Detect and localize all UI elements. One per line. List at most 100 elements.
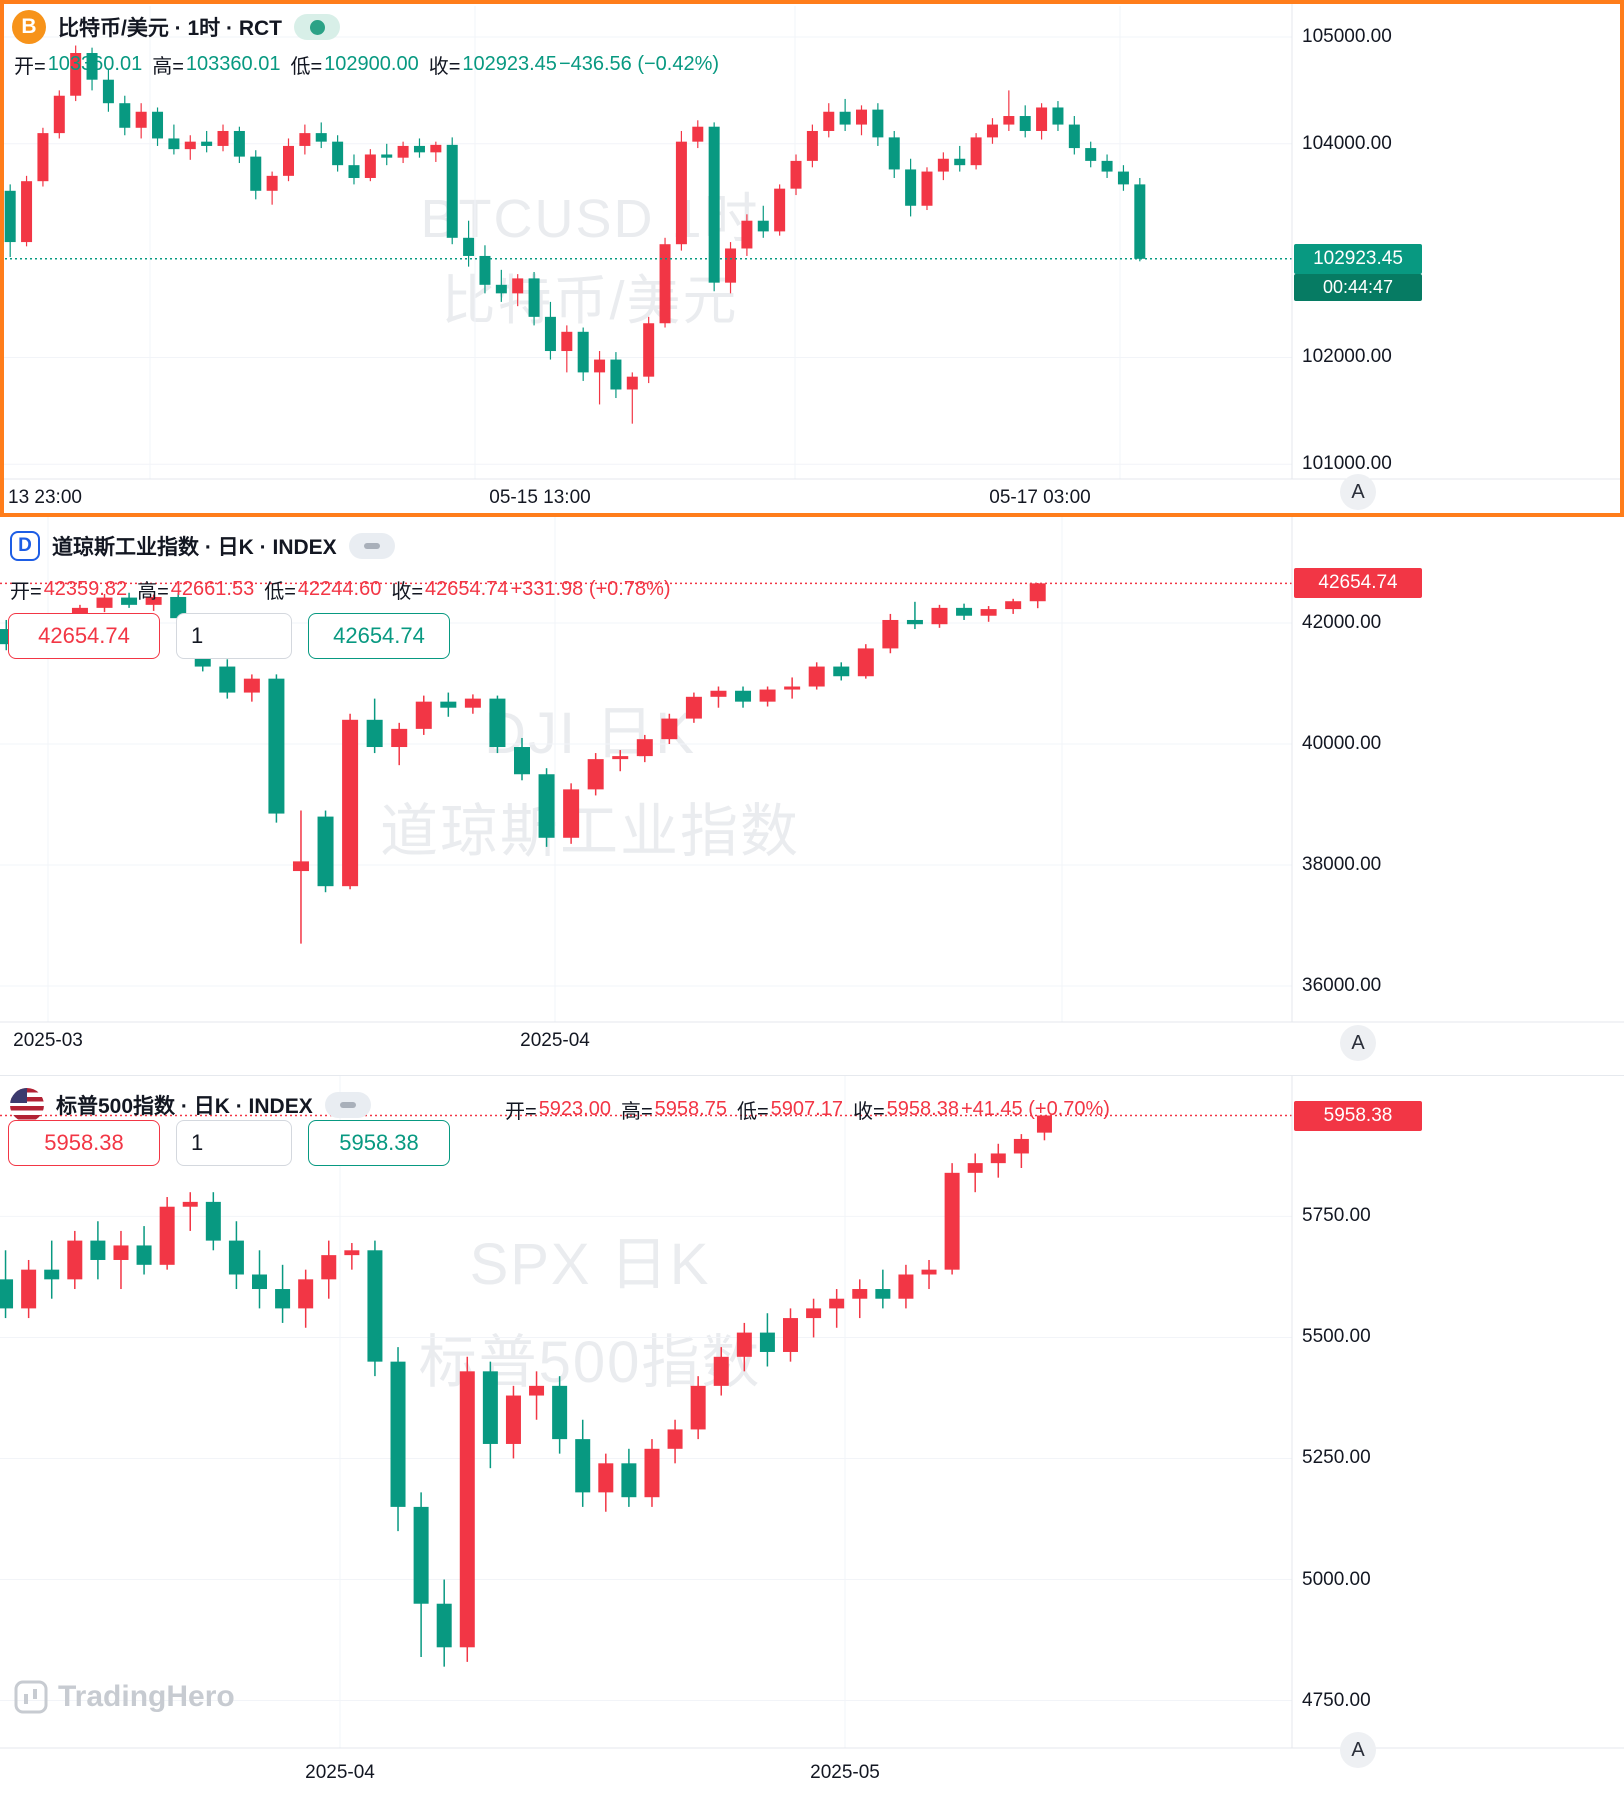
visibility-toggle[interactable] [348, 533, 395, 559]
watermark-symbol: BTCUSD 1时 [420, 189, 760, 249]
ohlc-label: 高= [137, 581, 169, 603]
price-axis-label: 104000.00 [1302, 132, 1392, 154]
ohlc-label: 低= [290, 56, 323, 78]
price-axis-label: 40000.00 [1302, 732, 1382, 754]
chart-title: 道琼斯工业指数 · 日K · INDEX [52, 536, 337, 559]
ohlc-label: 低= [264, 581, 296, 603]
ohlc-label: 收= [391, 581, 424, 603]
time-axis[interactable]: 2025-03 2025-04 [0, 1022, 1292, 1062]
time-axis-label: 2025-05 [810, 1762, 880, 1783]
chart-header: D 道琼斯工业指数 · 日K · INDEX [10, 531, 395, 561]
ohlc-label: 收= [852, 1101, 885, 1123]
ohlc-value: +331.98 (+0.78%) [510, 578, 671, 600]
us-flag-icon [10, 1088, 44, 1122]
time-axis-label: 2025-04 [520, 1030, 590, 1051]
chart-header: 标普500指数 · 日K · INDEX [10, 1088, 371, 1122]
time-axis-label: 13 23:00 [8, 487, 82, 508]
spx-chart-pane: SPX 日K 标普500指数 标普500指数 · 日K · INDEX 开= 59… [0, 1076, 1624, 1798]
price-axis-label: 105000.00 [1302, 25, 1392, 47]
watermark-name: 标普500指数 [418, 1330, 762, 1395]
ohlc-label: 低= [736, 1101, 769, 1123]
candlestick-plot[interactable] [0, 1076, 1624, 1798]
quote-row: 42654.74 1 42654.74 [8, 613, 450, 659]
ohlc-readout: 开= 103360.01 高= 103360.01 低= 102900.00 收= 10292… [14, 50, 719, 79]
price-axis-label: 5000.00 [1302, 1568, 1371, 1590]
font-size-button[interactable]: A [1340, 474, 1376, 510]
quote-row: 5958.38 1 5958.38 [8, 1120, 450, 1166]
ohlc-value: +41.45 (+0.70%) [960, 1098, 1110, 1120]
ohlc-value: 102923.45 [462, 53, 557, 75]
ohlc-value: 42654.74 [425, 578, 509, 600]
time-axis-label: 2025-04 [305, 1762, 375, 1783]
time-axis-label: 05-17 03:00 [989, 487, 1091, 508]
font-size-button[interactable]: A [1340, 1732, 1376, 1768]
ohlc-readout: 开= 5923.00 高= 5958.75 低= 5907.17 收= 5958.38 +41… [505, 1095, 1110, 1124]
time-axis[interactable]: 13 23:00 05-15 13:00 05-17 03:00 [0, 479, 1292, 519]
price-axis[interactable]: 5750.00 5500.00 5250.00 5000.00 4750.00 [1292, 1076, 1624, 1748]
ohlc-value: 5958.75 [654, 1098, 727, 1120]
price-axis-label: 102000.00 [1302, 346, 1392, 368]
btc-chart-pane: BTCUSD 1时 比特币/美元 B 比特币/美元 · 1时 · RCT 开= 1… [0, 0, 1624, 517]
toggle-bar-icon [363, 543, 380, 549]
sell-price-box[interactable]: 5958.38 [8, 1120, 160, 1166]
chart-header: B 比特币/美元 · 1时 · RCT [12, 10, 340, 44]
price-axis[interactable]: 42000.00 40000.00 38000.00 36000.00 [1292, 517, 1624, 1022]
ohlc-value: 42661.53 [170, 578, 255, 600]
price-axis-label: 36000.00 [1302, 975, 1382, 996]
price-axis-label: 4750.00 [1302, 1689, 1371, 1711]
ohlc-value: 103360.01 [185, 53, 281, 75]
visibility-toggle[interactable] [324, 1092, 371, 1118]
symbol-watermark: SPX 日K 标普500指数 [0, 1216, 1180, 1412]
watermark-name: 道琼斯工业指数 [379, 799, 800, 864]
ohlc-label: 高= [152, 56, 184, 78]
ohlc-value: 5958.38 [886, 1098, 959, 1120]
bar-countdown: 00:44:47 [1294, 273, 1422, 301]
current-price-tag: 102923.45 [1294, 243, 1422, 274]
quantity-input[interactable]: 1 [176, 613, 292, 659]
price-axis[interactable]: 105000.00 104000.00 102000.00 101000.00 [1292, 0, 1624, 479]
ohlc-value: 42359.82 [43, 578, 128, 600]
quantity-input[interactable]: 1 [176, 1120, 292, 1166]
ohlc-value: 5923.00 [538, 1098, 611, 1120]
chart-title: 比特币/美元 · 1时 · RCT [58, 17, 282, 40]
trading-hero-logo-text: TradingHero [58, 1680, 235, 1713]
chart-title: 标普500指数 · 日K · INDEX [56, 1095, 313, 1118]
toggle-bar-icon [339, 1102, 356, 1108]
sell-price-box[interactable]: 42654.74 [8, 613, 160, 659]
ohlc-value: 103360.01 [47, 53, 143, 75]
trading-hero-logo-icon [14, 1680, 48, 1714]
time-axis-label: 2025-03 [13, 1030, 83, 1051]
toggle-dot-icon [309, 19, 325, 35]
ohlc-readout: 开= 42359.82 高= 42661.53 低= 42244.60 收= 42654.74… [10, 575, 671, 604]
price-axis-label: 5750.00 [1302, 1205, 1371, 1227]
time-axis-label: 05-15 13:00 [489, 487, 591, 508]
buy-price-box[interactable]: 42654.74 [308, 613, 450, 659]
current-price-tag: 5958.38 [1294, 1100, 1422, 1131]
ohlc-value: 5907.17 [770, 1098, 843, 1120]
price-axis-label: 42000.00 [1302, 611, 1382, 633]
font-size-button[interactable]: A [1340, 1025, 1376, 1061]
candlestick-plot[interactable] [0, 0, 1624, 517]
ohlc-value: −436.56 (−0.42%) [558, 53, 720, 75]
trading-hero-logo: TradingHero [14, 1680, 235, 1714]
time-axis[interactable]: 2025-04 2025-05 [0, 1748, 1292, 1788]
dji-chart-pane: DJI 日K 道琼斯工业指数 D 道琼斯工业指数 · 日K · INDEX 开=… [0, 517, 1624, 1076]
price-axis-label: 5250.00 [1302, 1447, 1371, 1469]
symbol-watermark: BTCUSD 1时 比特币/美元 [0, 178, 1180, 342]
ohlc-label: 开= [14, 56, 46, 78]
watermark-symbol: SPX 日K [469, 1232, 711, 1297]
visibility-toggle[interactable] [294, 14, 340, 40]
price-axis-label: 38000.00 [1302, 854, 1382, 875]
bitcoin-icon: B [12, 10, 46, 44]
price-axis-label: 101000.00 [1302, 453, 1392, 475]
ohlc-label: 开= [10, 581, 42, 603]
current-price-tag: 42654.74 [1294, 568, 1422, 599]
ohlc-value: 102900.00 [324, 53, 419, 75]
dji-logo-icon: D [10, 531, 40, 561]
ohlc-value: 42244.60 [297, 578, 382, 600]
ohlc-label: 开= [505, 1101, 537, 1123]
buy-price-box[interactable]: 5958.38 [308, 1120, 450, 1166]
watermark-name: 比特币/美元 [441, 271, 739, 331]
flag-canton [10, 1088, 27, 1103]
price-axis-label: 5500.00 [1302, 1326, 1371, 1348]
